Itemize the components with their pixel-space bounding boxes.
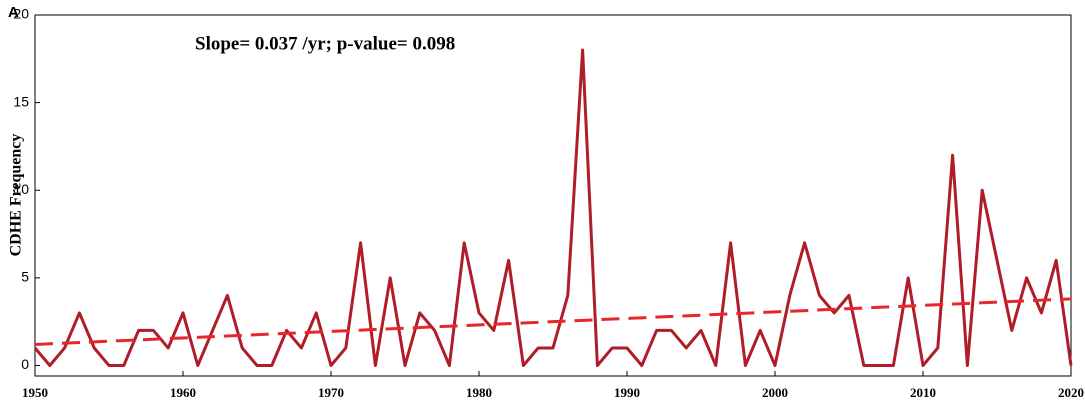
- x-tick-label: 2000: [762, 385, 788, 400]
- y-tick-label: 0: [21, 356, 29, 372]
- trend-line: [34, 297, 1072, 346]
- x-tick-label: 1970: [318, 385, 344, 400]
- x-tick-label: 2020: [1058, 385, 1084, 400]
- x-tick-label: 2010: [910, 385, 936, 400]
- data-line: [33, 48, 1073, 367]
- x-tick-label: 1960: [170, 385, 196, 400]
- y-tick-label: 20: [13, 6, 29, 22]
- panel-label: A: [8, 4, 19, 21]
- y-tick-label: 10: [13, 181, 29, 197]
- y-axis-label: CDHE Frequency: [8, 134, 25, 257]
- x-tick-label: 1950: [22, 385, 48, 400]
- x-tick-label: 1990: [614, 385, 640, 400]
- annotation: Slope= 0.037 /yr; p-value= 0.098: [195, 33, 455, 54]
- y-tick-label: 15: [13, 93, 29, 109]
- plot-frame: [34, 14, 1072, 377]
- y-tick-label: 5: [21, 269, 29, 285]
- x-tick-label: 1980: [466, 385, 492, 400]
